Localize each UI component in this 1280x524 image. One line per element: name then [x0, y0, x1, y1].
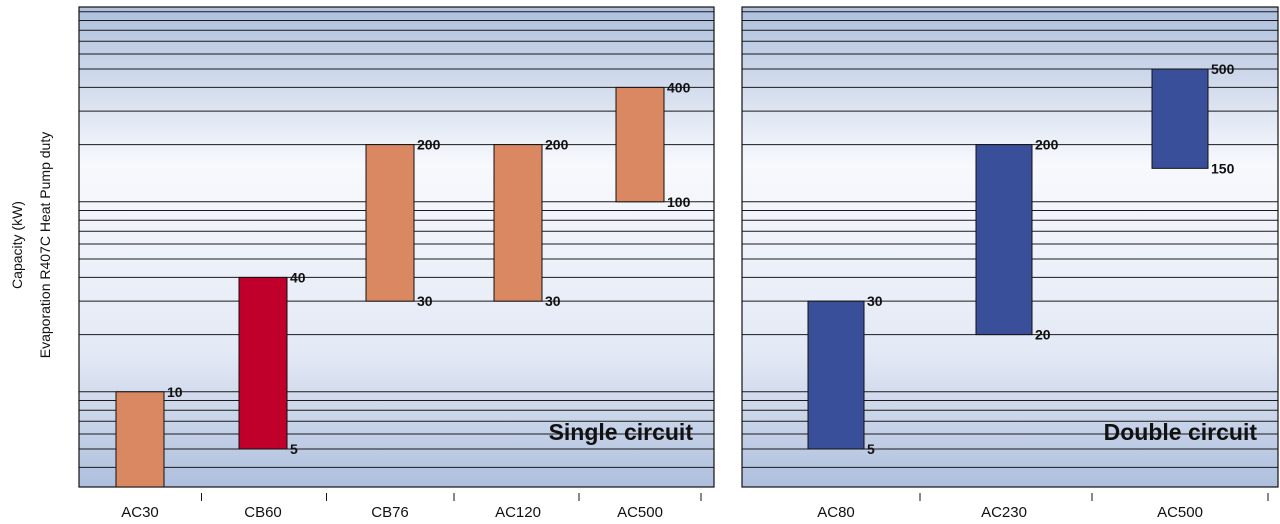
range-bar	[115, 391, 165, 488]
x-tick-label: AC230	[981, 504, 1027, 521]
panel-double-circuit: AC80 30 5 AC230 200 20 AC500 500 150 Double circu…	[741, 6, 1279, 521]
x-tick-label: AC500	[1157, 504, 1203, 521]
data-label-high: 500	[1211, 61, 1235, 77]
data-label-low: 5	[290, 441, 298, 457]
panel-title: Double circuit	[1104, 419, 1258, 445]
data-label-high: 200	[545, 137, 569, 153]
panel-single-circuit: AC30 10 CB60 40 5 CB76 200 30 AC120 200 30 AC500 400…	[78, 6, 715, 521]
range-bar	[365, 144, 415, 302]
data-label-high: 200	[1035, 137, 1059, 153]
x-tick-label: AC500	[617, 504, 663, 521]
x-tick-label: AC120	[495, 504, 541, 521]
range-bar	[615, 86, 665, 203]
y-axis-label-line2: Evaporation R407C Heat Pump duty	[37, 132, 53, 358]
data-label-low: 30	[417, 293, 433, 309]
x-tick-label: CB60	[244, 504, 282, 521]
data-label-low: 20	[1035, 327, 1051, 343]
range-bar	[975, 144, 1033, 336]
data-label-low: 100	[667, 194, 691, 210]
range-bar	[493, 144, 543, 302]
data-label-low: 150	[1211, 160, 1235, 176]
range-bar	[238, 276, 288, 450]
data-label-low: 30	[545, 293, 561, 309]
data-label-high: 40	[290, 269, 306, 285]
panel-title: Single circuit	[549, 419, 694, 445]
range-bar	[807, 300, 865, 450]
x-tick-label: CB76	[371, 504, 409, 521]
x-tick-label: AC80	[817, 504, 855, 521]
y-axis-label-line1: Capacity (kW)	[9, 201, 25, 289]
data-label-high: 30	[867, 293, 883, 309]
plot-frame	[741, 6, 1279, 488]
plot-frame	[78, 6, 715, 488]
data-label-high: 400	[667, 79, 691, 95]
data-label-low: 5	[867, 441, 875, 457]
range-bar	[1151, 68, 1209, 169]
data-label-high: 10	[167, 384, 183, 400]
x-tick-label: AC30	[121, 504, 159, 521]
data-label-high: 200	[417, 137, 441, 153]
